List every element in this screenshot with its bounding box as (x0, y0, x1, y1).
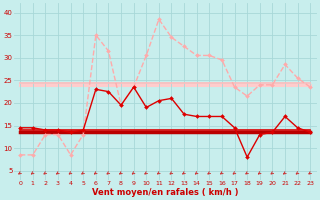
X-axis label: Vent moyen/en rafales ( km/h ): Vent moyen/en rafales ( km/h ) (92, 188, 238, 197)
